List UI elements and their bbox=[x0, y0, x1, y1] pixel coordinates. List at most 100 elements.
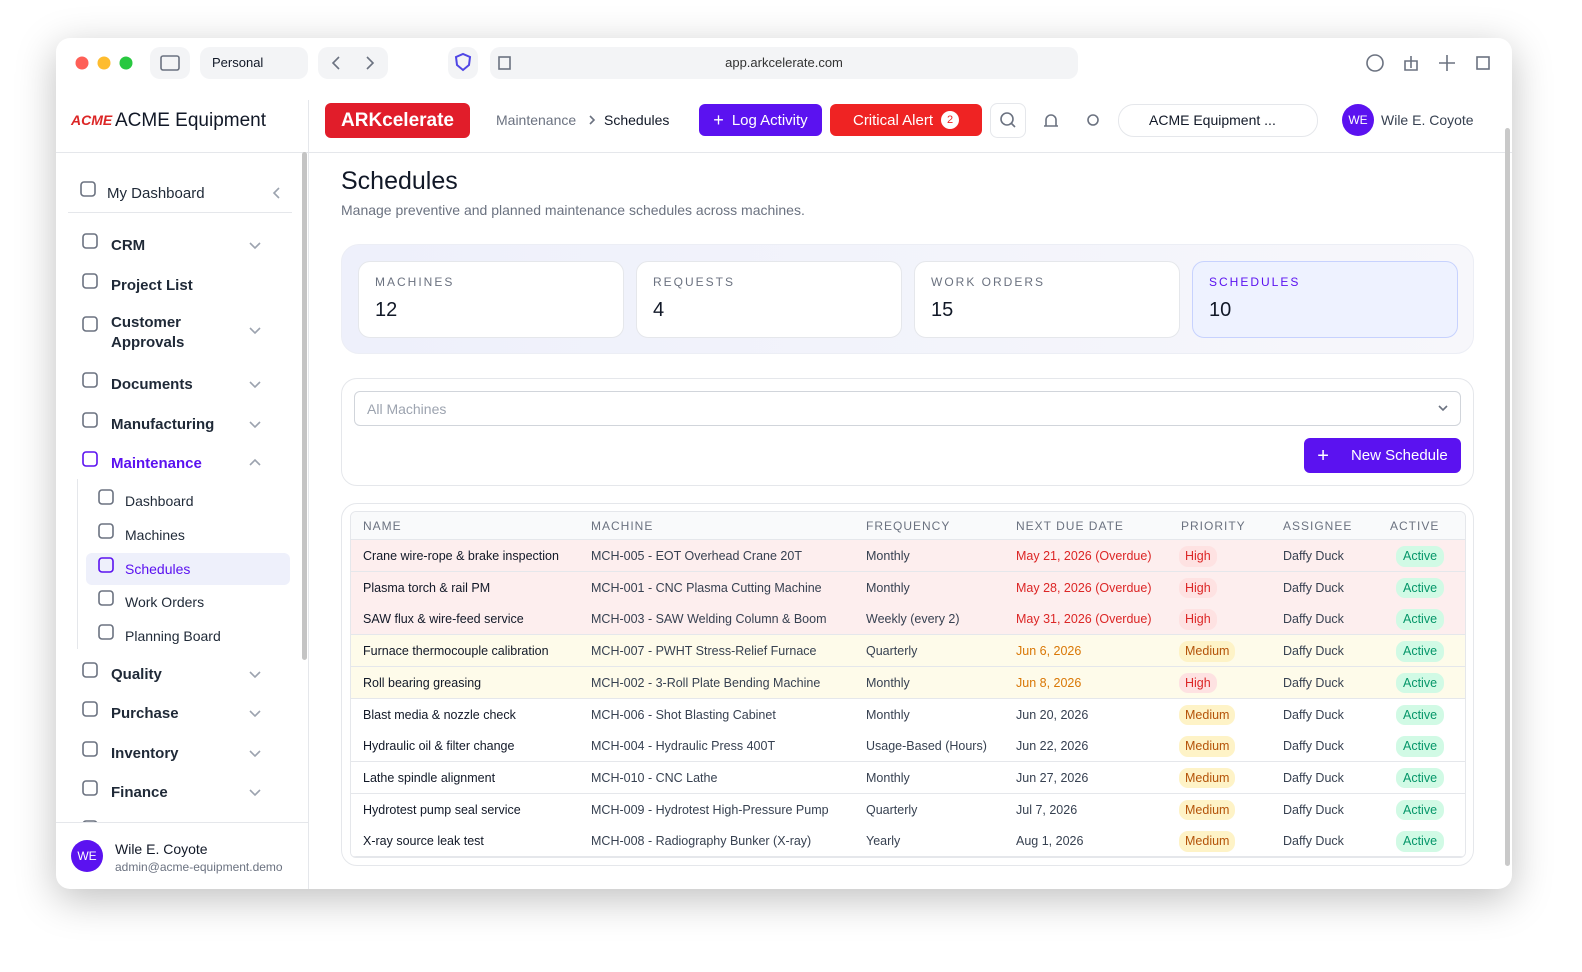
nav-icon bbox=[82, 741, 98, 757]
cell-due-date: Aug 1, 2026 bbox=[1016, 834, 1084, 849]
avatar[interactable]: WE bbox=[1342, 104, 1374, 136]
column-header[interactable]: MACHINE bbox=[591, 519, 654, 533]
cell-due-date: May 21, 2026 (Overdue) bbox=[1016, 549, 1152, 563]
cell-due-date: Jun 20, 2026 bbox=[1016, 707, 1089, 722]
sidebar-scrollbar bbox=[302, 152, 307, 660]
cell-assignee: Daffy Duck bbox=[1283, 644, 1344, 659]
nav-icon bbox=[98, 557, 114, 573]
header-user-name[interactable]: Wile E. Coyote bbox=[1381, 112, 1474, 128]
active-badge: Active bbox=[1396, 546, 1445, 567]
url-bar[interactable]: app.arkcelerate.com bbox=[725, 55, 843, 70]
cell-name: Plasma torch & rail PM bbox=[363, 580, 491, 595]
table-row bbox=[351, 571, 1465, 604]
company-selector[interactable] bbox=[1118, 104, 1318, 137]
cell-frequency: Yearly bbox=[866, 834, 901, 849]
column-header[interactable]: ASSIGNEE bbox=[1283, 519, 1353, 533]
brand-name: ACME Equipment bbox=[115, 110, 267, 131]
stat-value: 4 bbox=[653, 299, 665, 321]
cell-machine: MCH-004 - Hydraulic Press 400T bbox=[591, 739, 776, 754]
nav-item[interactable]: My Dashboard bbox=[107, 185, 205, 202]
cell-frequency: Monthly bbox=[866, 770, 910, 785]
active-badge: Active bbox=[1396, 704, 1445, 725]
new-schedule-button[interactable]: + New Schedule bbox=[1304, 438, 1461, 473]
column-header[interactable]: ACTIVE bbox=[1390, 519, 1440, 533]
nav-icon bbox=[82, 233, 98, 249]
app-logo[interactable]: ARKcelerate bbox=[325, 103, 470, 138]
cell-assignee: Daffy Duck bbox=[1283, 802, 1344, 817]
schedules-table: NAME MACHINE FREQUENCY NEXT DUE DATE PRIORIT… bbox=[350, 511, 1466, 858]
icon: + bbox=[1317, 444, 1329, 467]
active-badge: Active bbox=[1396, 672, 1445, 694]
nav-icon bbox=[98, 590, 114, 606]
nav-item[interactable]: CRM bbox=[111, 237, 146, 254]
cell-frequency: Monthly bbox=[866, 580, 910, 595]
user-name: Wile E. Coyote bbox=[115, 841, 208, 857]
priority-badge: Medium bbox=[1179, 767, 1236, 789]
cell-machine: MCH-005 - EOT Overhead Crane 20T bbox=[591, 549, 802, 563]
nav-subitem[interactable]: Work Orders bbox=[125, 594, 205, 610]
priority-badge: High bbox=[1179, 609, 1217, 630]
cell-machine: MCH-003 - SAW Welding Column & Boom bbox=[591, 612, 827, 627]
select-placeholder[interactable]: All Machines bbox=[367, 401, 447, 417]
cell-assignee: Daffy Duck bbox=[1283, 580, 1344, 595]
stat-value: 10 bbox=[1209, 299, 1232, 321]
cell-name: Hydraulic oil & filter change bbox=[363, 739, 515, 754]
nav-item[interactable]: Manufacturing bbox=[111, 416, 215, 433]
table-header bbox=[351, 512, 1465, 540]
priority-badge: Medium bbox=[1179, 831, 1236, 852]
nav-icon bbox=[98, 523, 114, 539]
cell-due-date: Jun 27, 2026 bbox=[1016, 770, 1089, 785]
log-activity-button[interactable]: + Log Activity bbox=[699, 104, 822, 136]
nav-item[interactable]: Maintenance bbox=[111, 455, 202, 472]
column-header[interactable]: NAME bbox=[363, 519, 402, 533]
nav-subitem[interactable]: Machines bbox=[125, 527, 185, 543]
cell-name: Hydrotest pump seal service bbox=[363, 802, 521, 817]
stat-label: WORK ORDERS bbox=[931, 275, 1046, 289]
nav-item[interactable]: Customer Approvals bbox=[111, 314, 185, 351]
column-header[interactable]: NEXT DUE DATE bbox=[1016, 519, 1124, 533]
nav-icon bbox=[82, 316, 98, 332]
stat-label: REQUESTS bbox=[653, 275, 736, 289]
cell-frequency: Quarterly bbox=[866, 802, 918, 817]
nav-icon bbox=[272, 187, 280, 199]
cell-frequency: Monthly bbox=[866, 675, 910, 690]
column-header[interactable]: FREQUENCY bbox=[866, 519, 951, 533]
company-name[interactable]: ACME Equipment ... bbox=[1149, 112, 1276, 128]
column-header[interactable]: PRIORITY bbox=[1181, 519, 1246, 533]
icon: + bbox=[713, 110, 724, 130]
table-row bbox=[351, 698, 1465, 731]
browser-toolbar bbox=[75, 47, 1490, 79]
cell-machine: MCH-009 - Hydrotest High-Pressure Pump bbox=[591, 802, 829, 817]
cell-name: Crane wire-rope & brake inspection bbox=[363, 549, 559, 563]
header-icons[interactable] bbox=[990, 103, 1110, 138]
active-badge: Active bbox=[1396, 609, 1445, 630]
nav-icon bbox=[98, 624, 114, 640]
nav-item[interactable]: Finance bbox=[111, 784, 168, 801]
nav-item[interactable]: Quality bbox=[111, 666, 162, 683]
stat-card: REQUESTS 4 bbox=[636, 261, 902, 338]
alert-count: 2 bbox=[941, 111, 960, 129]
cell-name: Blast media & nozzle check bbox=[363, 707, 516, 722]
cell-machine: MCH-010 - CNC Lathe bbox=[591, 770, 718, 785]
nav-subitem[interactable]: Planning Board bbox=[125, 628, 221, 644]
nav-item[interactable]: Inventory bbox=[111, 745, 179, 762]
nav-item[interactable]: Purchase bbox=[111, 705, 179, 722]
machine-select[interactable] bbox=[354, 391, 1461, 426]
nav-item[interactable]: Project List bbox=[111, 277, 193, 294]
nav-subitem[interactable]: Schedules bbox=[125, 561, 191, 577]
select-chevron bbox=[1438, 405, 1448, 412]
nav-icon bbox=[249, 327, 261, 335]
breadcrumb[interactable]: Maintenance bbox=[496, 112, 577, 128]
cell-machine: MCH-007 - PWHT Stress-Relief Furnace bbox=[591, 644, 817, 659]
cell-due-date: Jul 7, 2026 bbox=[1016, 802, 1078, 817]
cell-assignee: Daffy Duck bbox=[1283, 834, 1344, 849]
nav-item[interactable]: Documents bbox=[111, 376, 193, 393]
profile-button[interactable]: Personal bbox=[212, 55, 264, 70]
nav-subitem[interactable]: Dashboard bbox=[125, 493, 194, 509]
cell-machine: MCH-001 - CNC Plasma Cutting Machine bbox=[591, 580, 822, 595]
table-row bbox=[351, 793, 1465, 826]
critical-alert-button[interactable]: Critical Alert 2 bbox=[830, 104, 982, 136]
active-badge: Active bbox=[1396, 767, 1445, 789]
table-row bbox=[351, 603, 1465, 636]
